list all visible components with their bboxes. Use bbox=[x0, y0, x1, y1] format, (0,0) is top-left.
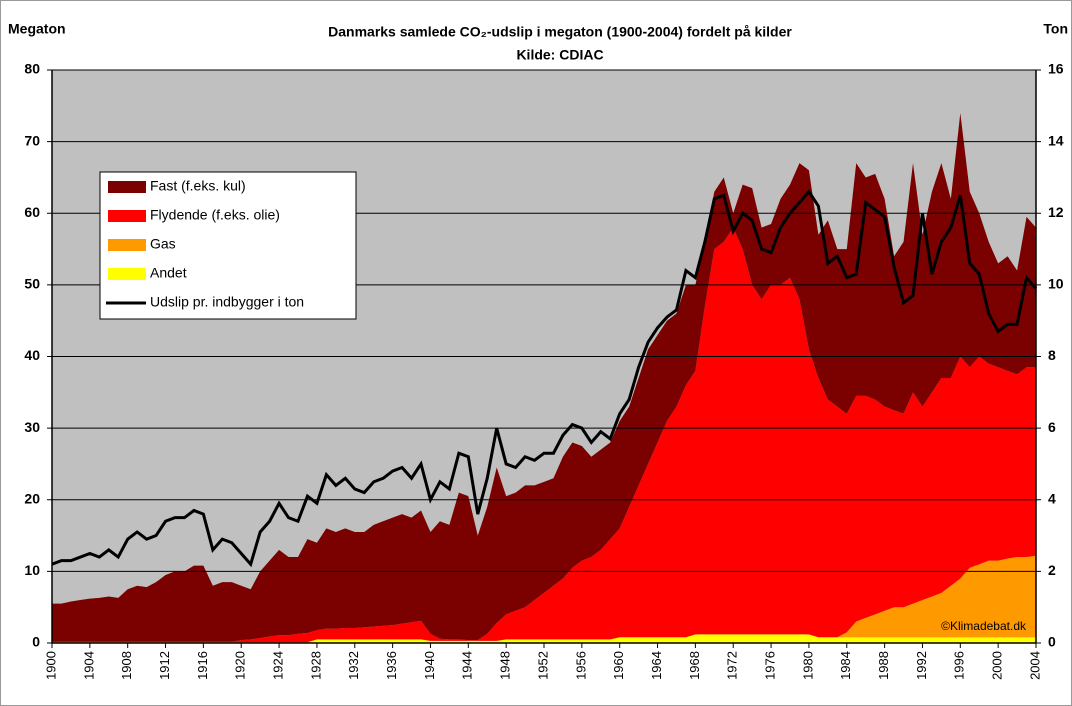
x-tick-label: 1924 bbox=[271, 651, 286, 680]
y2-tick-label: 8 bbox=[1048, 347, 1056, 363]
x-tick-label: 2004 bbox=[1027, 651, 1042, 680]
chart-title: Danmarks samlede CO₂-udslip i megaton (1… bbox=[328, 24, 792, 40]
x-tick-label: 1936 bbox=[384, 651, 399, 680]
y-tick-label: 60 bbox=[24, 204, 40, 220]
legend-label: Fast (f.eks. kul) bbox=[150, 178, 246, 194]
y-tick-label: 20 bbox=[24, 490, 40, 506]
y2-tick-label: 6 bbox=[1048, 419, 1056, 435]
y-tick-label: 50 bbox=[24, 276, 40, 292]
annotation: ©Klimadebat.dk bbox=[941, 619, 1027, 633]
x-tick-label: 1908 bbox=[119, 651, 134, 680]
x-tick-label: 1900 bbox=[43, 651, 58, 680]
y2-tick-label: 12 bbox=[1048, 204, 1064, 220]
x-tick-label: 1968 bbox=[687, 651, 702, 680]
area bbox=[52, 634, 1036, 643]
y2-tick-label: 2 bbox=[1048, 562, 1056, 578]
x-tick-label: 1916 bbox=[195, 651, 210, 680]
y2-tick-label: 10 bbox=[1048, 276, 1064, 292]
legend-label: Andet bbox=[150, 265, 187, 281]
legend-label: Gas bbox=[150, 236, 176, 252]
x-tick-label: 1980 bbox=[800, 651, 815, 680]
x-tick-label: 1956 bbox=[573, 651, 588, 680]
y2-tick-label: 0 bbox=[1048, 634, 1056, 650]
x-tick-label: 1984 bbox=[838, 651, 853, 680]
y-tick-label: 0 bbox=[32, 634, 40, 650]
y-axis-label: Megaton bbox=[8, 21, 66, 37]
x-tick-label: 1920 bbox=[233, 651, 248, 680]
y-tick-label: 40 bbox=[24, 347, 40, 363]
y-tick-label: 80 bbox=[24, 61, 40, 77]
x-tick-label: 1940 bbox=[422, 651, 437, 680]
legend-label: Udslip pr. indbygger i ton bbox=[150, 294, 304, 310]
x-tick-label: 1964 bbox=[649, 651, 664, 680]
y-tick-label: 10 bbox=[24, 562, 40, 578]
x-tick-label: 1944 bbox=[460, 651, 475, 680]
y2-axis-label: Ton bbox=[1043, 21, 1068, 37]
x-tick-label: 1960 bbox=[611, 651, 626, 680]
y2-tick-label: 14 bbox=[1048, 132, 1064, 148]
x-tick-label: 1988 bbox=[876, 651, 891, 680]
x-tick-label: 1996 bbox=[952, 651, 967, 680]
legend: Fast (f.eks. kul) Flydende (f.eks. olie) G… bbox=[99, 171, 357, 320]
y2-tick-label: 16 bbox=[1048, 61, 1064, 77]
x-tick-label: 1904 bbox=[81, 651, 96, 680]
x-tick-label: 1952 bbox=[535, 651, 550, 680]
x-tick-label: 1932 bbox=[346, 651, 361, 680]
x-tick-label: 1992 bbox=[914, 651, 929, 680]
x-tick-label: 1948 bbox=[498, 651, 513, 680]
legend-swatch bbox=[108, 268, 146, 280]
legend-swatch bbox=[108, 239, 146, 251]
chart-subtitle: Kilde: CDIAC bbox=[516, 47, 603, 63]
area bbox=[52, 227, 1036, 643]
area bbox=[52, 112, 1036, 642]
x-tick-label: 1928 bbox=[308, 651, 323, 680]
x-tick-label: 2000 bbox=[990, 651, 1005, 680]
legend-label: Flydende (f.eks. olie) bbox=[150, 207, 280, 223]
legend-swatch bbox=[108, 210, 146, 222]
area bbox=[52, 555, 1036, 643]
x-tick-label: 1976 bbox=[763, 651, 778, 680]
y-tick-label: 70 bbox=[24, 132, 40, 148]
line bbox=[51, 189, 1038, 568]
y2-tick-label: 4 bbox=[1048, 490, 1056, 506]
x-tick-label: 1972 bbox=[725, 651, 740, 680]
x-tick-label: 1912 bbox=[157, 651, 172, 680]
y-tick-label: 30 bbox=[24, 419, 40, 435]
legend-swatch bbox=[108, 181, 146, 193]
